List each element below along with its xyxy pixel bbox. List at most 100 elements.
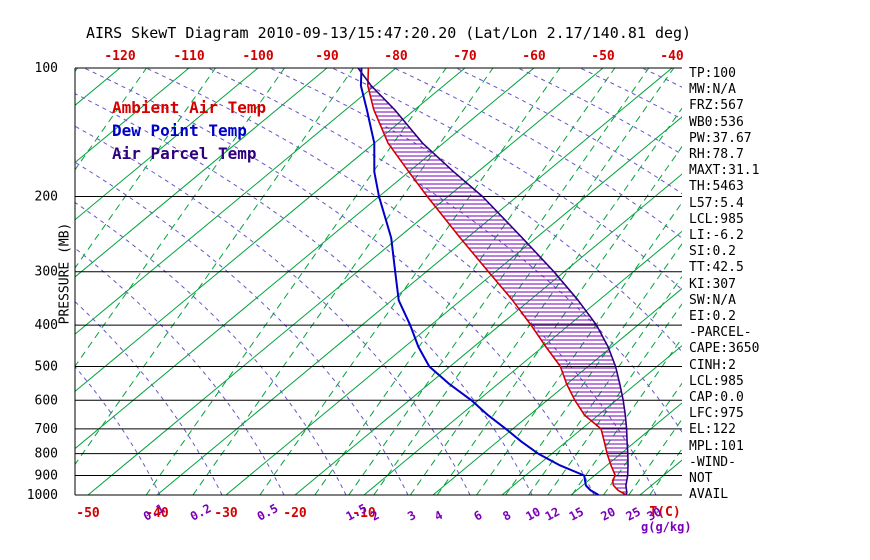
dry-adiabat-line [75, 201, 347, 495]
mixing-ratio-tick-label: 2 [369, 508, 382, 524]
mixing-ratio-tick-label: 25 [624, 505, 643, 524]
air-parcel-curve [357, 67, 629, 496]
isotherm-line [225, 116, 682, 495]
stat-line: FRZ:567 [689, 98, 744, 114]
stat-line: LFC:975 [689, 406, 744, 422]
stat-line: LCL:985 [689, 373, 744, 389]
isotherm-line [363, 230, 682, 495]
mixing-ratio-tick-label: 15 [567, 505, 586, 524]
pressure-tick-label: 900 [35, 468, 58, 483]
dry-adiabat-line [75, 247, 285, 495]
mixing-ratio-line [348, 68, 650, 495]
pressure-axis-label: PRESSURE (MB) [57, 222, 73, 325]
stat-line: TT:42.5 [689, 260, 744, 276]
mixing-ratio-line [505, 242, 682, 495]
bottom-temp-tick-label: -50 [76, 506, 100, 521]
dew-point-curve [359, 67, 600, 496]
mixing-ratio-line [649, 448, 682, 495]
top-temp-tick-label: -110 [173, 49, 204, 64]
top-temp-tick-label: -90 [315, 49, 339, 64]
mixing-ratio-tick-label: 12 [543, 505, 562, 524]
mixing-ratio-tick-label: 8 [500, 508, 513, 524]
stat-line: EI:0.2 [689, 309, 736, 325]
stat-line: LCL:985 [689, 211, 744, 227]
pressure-tick-label: 800 [35, 447, 58, 462]
isotherm-line [75, 68, 259, 221]
pressure-tick-label: 200 [35, 190, 58, 205]
pressure-tick-label: 300 [35, 265, 58, 280]
top-temp-tick-label: -80 [384, 49, 408, 64]
top-temp-tick-label: -100 [242, 49, 273, 64]
pressure-tick-label: 100 [35, 61, 58, 76]
isotherm-line [75, 68, 190, 164]
dry-adiabat-line [269, 68, 682, 353]
stat-line: TP:100 [689, 66, 736, 81]
legend-dew-point-temp: Dew Point Temp [112, 121, 247, 140]
pressure-tick-label: 700 [35, 422, 58, 437]
mixing-ratio-line [75, 68, 354, 466]
dry-adiabat-line [331, 68, 682, 291]
stats-panel: TP:100 MW:N/A FRZ:567 WB0:536 PW:37.67 RH:78.… [689, 66, 759, 503]
dry-adiabat-line [75, 125, 471, 495]
mixing-ratio-line [476, 201, 682, 495]
isotherm-line [432, 287, 682, 495]
pressure-tick-label: 600 [35, 393, 58, 408]
chart-title: AIRS SkewT Diagram 2010-09-13/15:47:20.2… [86, 24, 692, 42]
stat-line: SI:0.2 [689, 244, 736, 260]
mixing-ratio-tick-label: 4 [432, 508, 445, 524]
mixing-ratio-tick-label: 0.5 [255, 501, 281, 524]
stat-line: MW:N/A [689, 82, 736, 98]
mixing-ratio-line [373, 68, 675, 495]
stat-line: -WIND- [689, 454, 736, 470]
pressure-tick-label: 400 [35, 318, 58, 333]
isotherm-line [294, 173, 682, 495]
cape-hatch-area [367, 83, 629, 493]
ambient-temp-curve [366, 67, 627, 496]
stat-line: EL:122 [689, 422, 736, 438]
isotherm-line [75, 68, 466, 393]
isotherm-line [75, 68, 328, 278]
stat-line: RH:78.7 [689, 147, 744, 163]
isotherm-line [501, 345, 682, 495]
top-temp-tick-label: -50 [591, 49, 615, 64]
mixing-ratio-tick-label: 3 [405, 508, 418, 524]
mixing-unit-label: g(g/kg) [641, 520, 692, 534]
mixing-ratio-tick-label: 0.2 [188, 501, 214, 524]
stat-line: MAXT:31.1 [689, 163, 760, 179]
mixing-ratio-tick-label: 6 [471, 508, 484, 524]
stat-line: -PARCEL- [689, 325, 752, 341]
bottom-temp-tick-label: -10 [352, 506, 376, 521]
dry-adiabat-line [83, 68, 595, 495]
isotherm-line [75, 68, 397, 335]
top-temp-tick-label: -120 [104, 49, 135, 64]
mixing-ratio-tick-label: 10 [523, 505, 542, 524]
mixing-ratio-line [603, 382, 682, 495]
stat-line: PW:37.67 [689, 130, 752, 146]
legend-ambient-air-temp: Ambient Air Temp [112, 98, 267, 117]
top-temp-tick-label: -60 [522, 49, 546, 64]
bottom-temp-tick-label: -30 [214, 506, 238, 521]
dry-adiabat-line [145, 68, 657, 495]
stat-line: MPL:101 [689, 438, 744, 454]
isotherm-line [570, 402, 682, 495]
dry-adiabat-line [75, 93, 533, 495]
stat-line: CAP:0.0 [689, 390, 744, 406]
stat-line: WB0:536 [689, 114, 744, 130]
dry-adiabat-line [393, 68, 682, 239]
top-temp-tick-label: -40 [660, 49, 684, 64]
stat-line: CAPE:3650 [689, 341, 760, 357]
isotherm-line [75, 68, 535, 450]
mixing-ratio-line [145, 68, 447, 495]
isotherm-line [87, 68, 604, 495]
mixing-ratio-tick-label: 30 [645, 505, 664, 524]
dry-adiabat-line [207, 68, 682, 434]
dry-adiabat-line [75, 161, 409, 495]
pressure-tick-label: 500 [35, 359, 58, 374]
stat-line: L57:5.4 [689, 195, 744, 211]
stat-line: KI:307 [689, 276, 736, 292]
bottom-temp-tick-label: -40 [145, 506, 169, 521]
mixing-ratio-line [528, 275, 682, 495]
mixing-ratio-line [259, 68, 561, 495]
